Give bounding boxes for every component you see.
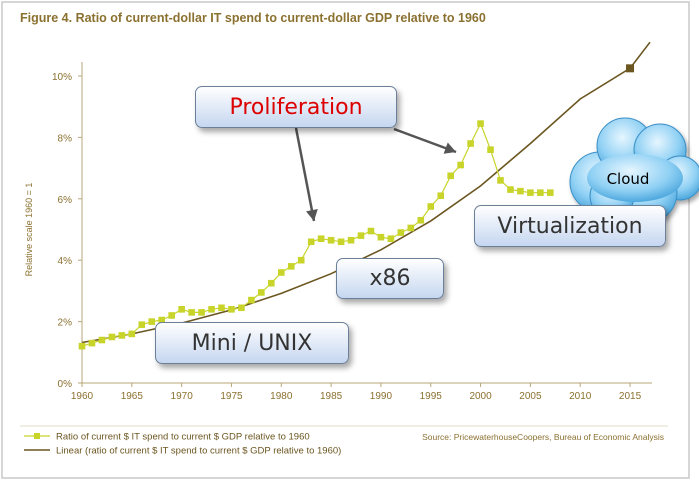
ratio-series-point <box>78 342 86 350</box>
x-tick-label: 1995 <box>420 391 443 402</box>
ratio-series-point <box>467 140 474 147</box>
annotation-virtualization: Virtualization <box>474 205 666 247</box>
x-tick-label: 1975 <box>220 391 243 402</box>
y-tick-label: 6% <box>58 195 73 206</box>
ratio-series-point <box>98 336 106 344</box>
ratio-series-point <box>497 177 504 184</box>
ratio-series-point <box>487 146 494 153</box>
x-tick-label: 1985 <box>320 391 343 402</box>
ratio-series-point <box>387 235 395 243</box>
ratio-series-point <box>178 306 185 313</box>
ratio-series-point <box>357 232 365 239</box>
ratio-series-point <box>268 279 275 287</box>
ratio-series-point <box>407 224 415 232</box>
ratio-series-point <box>218 304 225 312</box>
ratio-series-point <box>447 172 454 180</box>
x-tick-label: 2000 <box>469 391 492 402</box>
ratio-series-point <box>88 339 96 347</box>
x-tick-label: 1965 <box>121 391 144 402</box>
ratio-series-point <box>327 236 335 244</box>
y-axis-label: Relative scale 1960 = 1 <box>24 183 34 277</box>
annotation-proliferation: Proliferation <box>195 86 397 128</box>
chart-title: Figure 4. Ratio of current-dollar IT spe… <box>20 11 486 25</box>
ratio-series-point <box>527 189 534 196</box>
ratio-series-point <box>228 306 235 313</box>
legend-ratio-marker <box>34 433 40 439</box>
x-tick-label: 1990 <box>370 391 393 402</box>
x-tick-label: 2015 <box>619 391 642 402</box>
arrow-to-1980s-head <box>306 209 318 221</box>
ratio-series-point <box>248 296 255 304</box>
legend-trend-label: Linear (ratio of current $ IT spend to c… <box>56 446 341 457</box>
ratio-series-point <box>128 330 136 338</box>
ratio-series-point <box>427 203 435 210</box>
y-tick-label: 4% <box>58 256 73 267</box>
ratio-series-point <box>188 309 195 316</box>
ratio-series-point <box>547 189 554 196</box>
arrow-to-2000-peak-head <box>443 142 456 154</box>
trend-end-marker <box>626 64 635 73</box>
ratio-series-point <box>297 256 305 264</box>
ratio-series-point <box>158 316 166 324</box>
cloud-label: Cloud <box>607 170 650 188</box>
annotation-x86-text: x86 <box>369 266 411 291</box>
ratio-series-point <box>537 189 544 196</box>
chart-source: Source: PricewaterhouseCoopers, Bureau o… <box>422 432 664 442</box>
legend-ratio-label: Ratio of current $ IT spend to current $… <box>56 432 310 443</box>
x-tick-label: 1970 <box>171 391 194 402</box>
y-tick-label: 8% <box>58 133 73 144</box>
ratio-series-point <box>437 192 445 200</box>
ratio-series-point <box>277 269 285 276</box>
ratio-series-point <box>457 161 464 169</box>
ratio-series-point <box>148 318 156 325</box>
ratio-series-point <box>377 233 385 241</box>
arrow-to-2000-peak <box>393 127 457 154</box>
x-tick-label: 1980 <box>270 391 293 402</box>
y-tick-label: 10% <box>52 72 72 83</box>
ratio-series-point <box>138 321 146 328</box>
ratio-series-point <box>258 289 265 296</box>
ratio-series-point <box>347 236 355 244</box>
annotation-mini-unix: Mini / UNIX <box>155 322 349 364</box>
ratio-series-point <box>168 312 175 319</box>
ratio-series-point <box>417 216 425 224</box>
ratio-series-point <box>477 120 484 127</box>
x-tick-label: 2005 <box>519 391 542 402</box>
ratio-series-point <box>208 306 215 313</box>
ratio-series-point <box>397 229 405 236</box>
ratio-series-point <box>198 309 205 316</box>
y-tick-label: 2% <box>58 318 73 329</box>
annotation-proliferation-text: Proliferation <box>229 94 363 120</box>
ratio-series-point <box>238 304 245 312</box>
cloud-center <box>587 154 683 202</box>
ratio-series-point <box>507 186 514 193</box>
annotation-x86: x86 <box>336 258 444 299</box>
arrow-to-1980s <box>294 127 316 222</box>
annotation-mini-unix-text: Mini / UNIX <box>191 330 313 356</box>
ratio-series-point <box>118 332 126 339</box>
x-tick-label: 1960 <box>71 391 94 402</box>
ratio-series-point <box>317 235 325 243</box>
ratio-series-point <box>287 263 295 270</box>
ratio-series-point <box>307 238 315 246</box>
annotation-virtualization-text: Virtualization <box>497 213 643 239</box>
ratio-series-point <box>108 333 116 341</box>
y-tick-label: 0% <box>58 379 73 390</box>
ratio-series-point <box>367 227 375 235</box>
ratio-series-point <box>337 238 345 246</box>
ratio-series-point <box>517 187 524 195</box>
x-tick-label: 2010 <box>569 391 592 402</box>
